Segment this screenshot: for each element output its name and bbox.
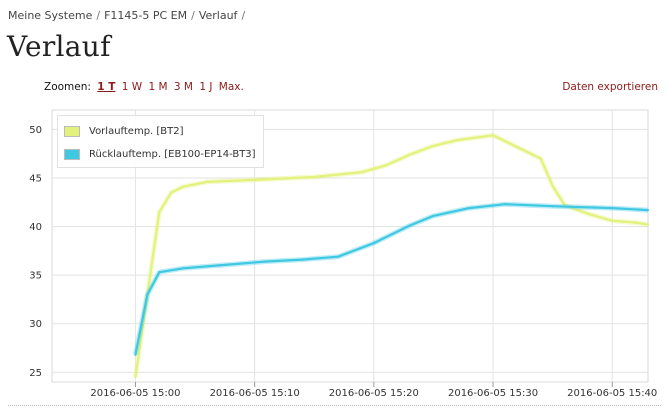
footer-divider xyxy=(8,405,661,406)
data-point xyxy=(635,221,638,224)
data-point xyxy=(205,180,209,183)
export-data-link[interactable]: Daten exportieren xyxy=(562,81,658,93)
data-point xyxy=(408,224,411,227)
data-point xyxy=(384,164,387,167)
zoom-controls: Zoomen: 1 T 1 W 1 M 3 M 1 J Max. xyxy=(44,81,244,93)
data-point xyxy=(146,293,149,296)
data-point xyxy=(372,242,375,245)
data-point xyxy=(134,376,137,379)
zoom-option-max[interactable]: Max. xyxy=(218,81,244,93)
data-point xyxy=(468,207,471,210)
data-point xyxy=(432,144,435,147)
series-line-return-temp xyxy=(134,203,649,356)
data-point xyxy=(170,191,173,194)
data-point xyxy=(491,134,495,137)
data-point xyxy=(611,207,614,210)
data-point xyxy=(158,271,161,274)
legend-swatch-supply-temp xyxy=(64,125,80,137)
data-point xyxy=(182,185,185,188)
y-tick-label: 25 xyxy=(29,368,42,379)
breadcrumb-separator: / xyxy=(96,9,101,22)
data-point xyxy=(646,209,650,212)
zoom-option-1-month[interactable]: 1 M xyxy=(148,81,168,93)
legend-item-supply-temp[interactable]: Vorlauftemp. [BT2] xyxy=(64,124,184,138)
data-point xyxy=(611,219,614,222)
data-point xyxy=(408,153,411,156)
breadcrumb-separator: / xyxy=(241,9,246,22)
breadcrumb-item-device[interactable]: F1145-5 PC EM xyxy=(104,9,188,22)
chart-toolbar: Zoomen: 1 T 1 W 1 M 3 M 1 J Max. Daten e… xyxy=(0,81,669,97)
y-tick-label: 40 xyxy=(29,222,42,233)
x-tick-label: 2016-06-05 15:10 xyxy=(210,388,300,399)
data-point xyxy=(253,178,256,181)
legend-swatch-return-temp xyxy=(64,148,80,160)
x-tick-label: 2016-06-05 15:30 xyxy=(448,388,538,399)
zoom-label: Zoomen: xyxy=(44,81,91,93)
legend-item-return-temp[interactable]: Rücklauftemp. [EB100-EP14-BT3] xyxy=(64,147,256,161)
data-point xyxy=(456,139,459,142)
y-tick-label: 50 xyxy=(29,125,42,136)
data-point xyxy=(551,205,554,208)
data-point xyxy=(217,264,220,267)
x-tick-label: 2016-06-05 15:20 xyxy=(329,388,419,399)
page-title: Verlauf xyxy=(7,30,111,63)
data-point xyxy=(301,258,304,261)
y-tick-label: 45 xyxy=(29,174,42,185)
data-point xyxy=(313,175,316,179)
y-tick-label: 35 xyxy=(29,271,42,282)
zoom-option-1-week[interactable]: 1 W xyxy=(121,81,143,93)
data-point xyxy=(432,214,435,217)
data-point xyxy=(539,157,542,160)
zoom-option-1-day[interactable]: 1 T xyxy=(97,81,116,93)
breadcrumb-separator: / xyxy=(191,9,195,22)
y-tick-label: 30 xyxy=(29,319,42,330)
data-point xyxy=(360,171,363,174)
data-point xyxy=(134,353,137,356)
legend-label-return-temp: Rücklauftemp. [EB100-EP14-BT3] xyxy=(89,148,256,160)
breadcrumb: Meine Systeme / F1145-5 PC EM / Verlauf / xyxy=(8,9,249,22)
data-point xyxy=(503,203,507,206)
data-point xyxy=(551,184,554,187)
legend-label-supply-temp: Vorlauftemp. [BT2] xyxy=(89,125,184,137)
data-point xyxy=(158,210,161,214)
breadcrumb-item-systems[interactable]: Meine Systeme xyxy=(8,9,93,22)
chart-legend: Vorlauftemp. [BT2] Rücklauftemp. [EB100-… xyxy=(57,115,264,168)
data-point xyxy=(337,255,340,258)
zoom-option-1-year[interactable]: 1 J xyxy=(199,81,213,93)
zoom-option-3-months[interactable]: 3 M xyxy=(173,81,193,93)
breadcrumb-item-history[interactable]: Verlauf xyxy=(198,9,238,22)
x-tick-label: 2016-06-05 15:40 xyxy=(567,388,657,399)
x-tick-label: 2016-06-05 15:00 xyxy=(90,388,180,399)
data-point xyxy=(587,212,590,215)
data-point xyxy=(182,267,185,270)
data-point xyxy=(265,260,268,263)
data-point xyxy=(646,223,650,226)
